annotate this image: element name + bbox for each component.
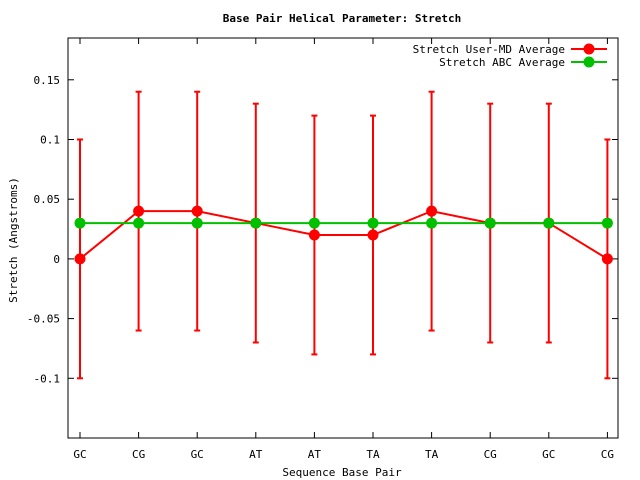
plot-frame — [67, 37, 619, 439]
series-2-markers — [74, 217, 613, 229]
chart-title: Base Pair Helical Parameter: Stretch — [223, 12, 461, 25]
data-point — [74, 253, 86, 265]
series-line — [79, 210, 608, 260]
y-tick-label: 0.15 — [34, 74, 61, 87]
legend-marker — [583, 43, 595, 55]
data-point — [191, 205, 203, 217]
legend-marker — [583, 56, 595, 68]
x-tick-label: AT — [308, 448, 322, 461]
data-point — [367, 217, 379, 229]
data-point — [601, 253, 613, 265]
legend-label: Stretch ABC Average — [439, 56, 565, 69]
data-point — [601, 217, 613, 229]
data-point — [367, 229, 379, 241]
x-tick-label: GC — [73, 448, 86, 461]
y-axis-label: Stretch (Angstroms) — [7, 177, 20, 303]
x-tick-label: CG — [132, 448, 145, 461]
y-tick-label: -0.05 — [27, 313, 60, 326]
x-tick-label: TA — [366, 448, 380, 461]
series-1 — [77, 90, 611, 380]
data-point — [308, 229, 320, 241]
x-axis-label: Sequence Base Pair — [282, 466, 402, 479]
data-point — [133, 205, 145, 217]
x-axis: GC CG GC AT AT TA TA CG GC CG — [73, 38, 614, 461]
series-layer — [74, 90, 613, 380]
y-tick-label: 0 — [53, 253, 60, 266]
x-tick-label: GC — [191, 448, 204, 461]
data-point — [133, 217, 145, 229]
legend-label: Stretch User-MD Average — [413, 43, 565, 56]
x-tick-label: CG — [601, 448, 614, 461]
data-point — [191, 217, 203, 229]
y-tick-label: -0.1 — [34, 372, 61, 385]
data-point — [426, 217, 438, 229]
x-tick-label: CG — [484, 448, 497, 461]
y-tick-label: 0.1 — [40, 133, 60, 146]
x-tick-label: TA — [425, 448, 439, 461]
data-point — [426, 205, 438, 217]
data-point — [484, 217, 496, 229]
data-point — [250, 217, 262, 229]
x-tick-label: AT — [249, 448, 263, 461]
x-tick-label: GC — [542, 448, 555, 461]
data-point — [308, 217, 320, 229]
data-point — [74, 217, 86, 229]
data-point — [543, 217, 555, 229]
y-axis: -0.1 -0.05 0 0.05 0.1 0.15 — [27, 74, 618, 385]
y-tick-label: 0.05 — [34, 193, 61, 206]
